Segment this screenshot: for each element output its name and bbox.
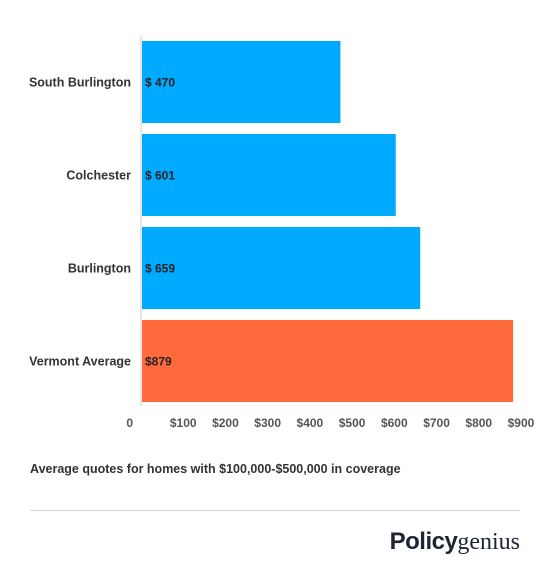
x-tick-label: $200 <box>212 416 239 430</box>
bar-south-burlington <box>142 41 341 123</box>
x-tick-label: 0 <box>126 416 133 430</box>
category-label: Colchester <box>66 169 131 183</box>
bar-burlington <box>142 227 421 309</box>
data-label: $879 <box>145 355 172 369</box>
category-label: Vermont Average <box>29 355 131 369</box>
bar-vermont-average <box>142 320 514 402</box>
x-tick-label: $300 <box>254 416 281 430</box>
category-label: Burlington <box>68 262 131 276</box>
data-label: $ 470 <box>145 76 175 90</box>
bar-chart: South Burlington Colchester Burlington Verm… <box>29 36 535 430</box>
chart-caption: Average quotes for homes with $100,000-$… <box>30 462 401 476</box>
divider <box>30 510 520 511</box>
x-tick-label: $100 <box>170 416 197 430</box>
x-tick-label: $800 <box>465 416 492 430</box>
x-tick-label: $600 <box>381 416 408 430</box>
bar-colchester <box>142 134 396 216</box>
x-tick-label: $400 <box>297 416 324 430</box>
policygenius-logo: Policygenius <box>390 528 520 556</box>
logo-light-text: genius <box>457 529 520 555</box>
logo-bold-text: Policy <box>389 528 458 555</box>
data-label: $ 601 <box>145 169 175 183</box>
x-tick-label: $900 <box>508 416 535 430</box>
data-label: $ 659 <box>145 262 175 276</box>
category-label: South Burlington <box>29 76 131 90</box>
x-tick-label: $700 <box>423 416 450 430</box>
x-tick-label: $500 <box>339 416 366 430</box>
